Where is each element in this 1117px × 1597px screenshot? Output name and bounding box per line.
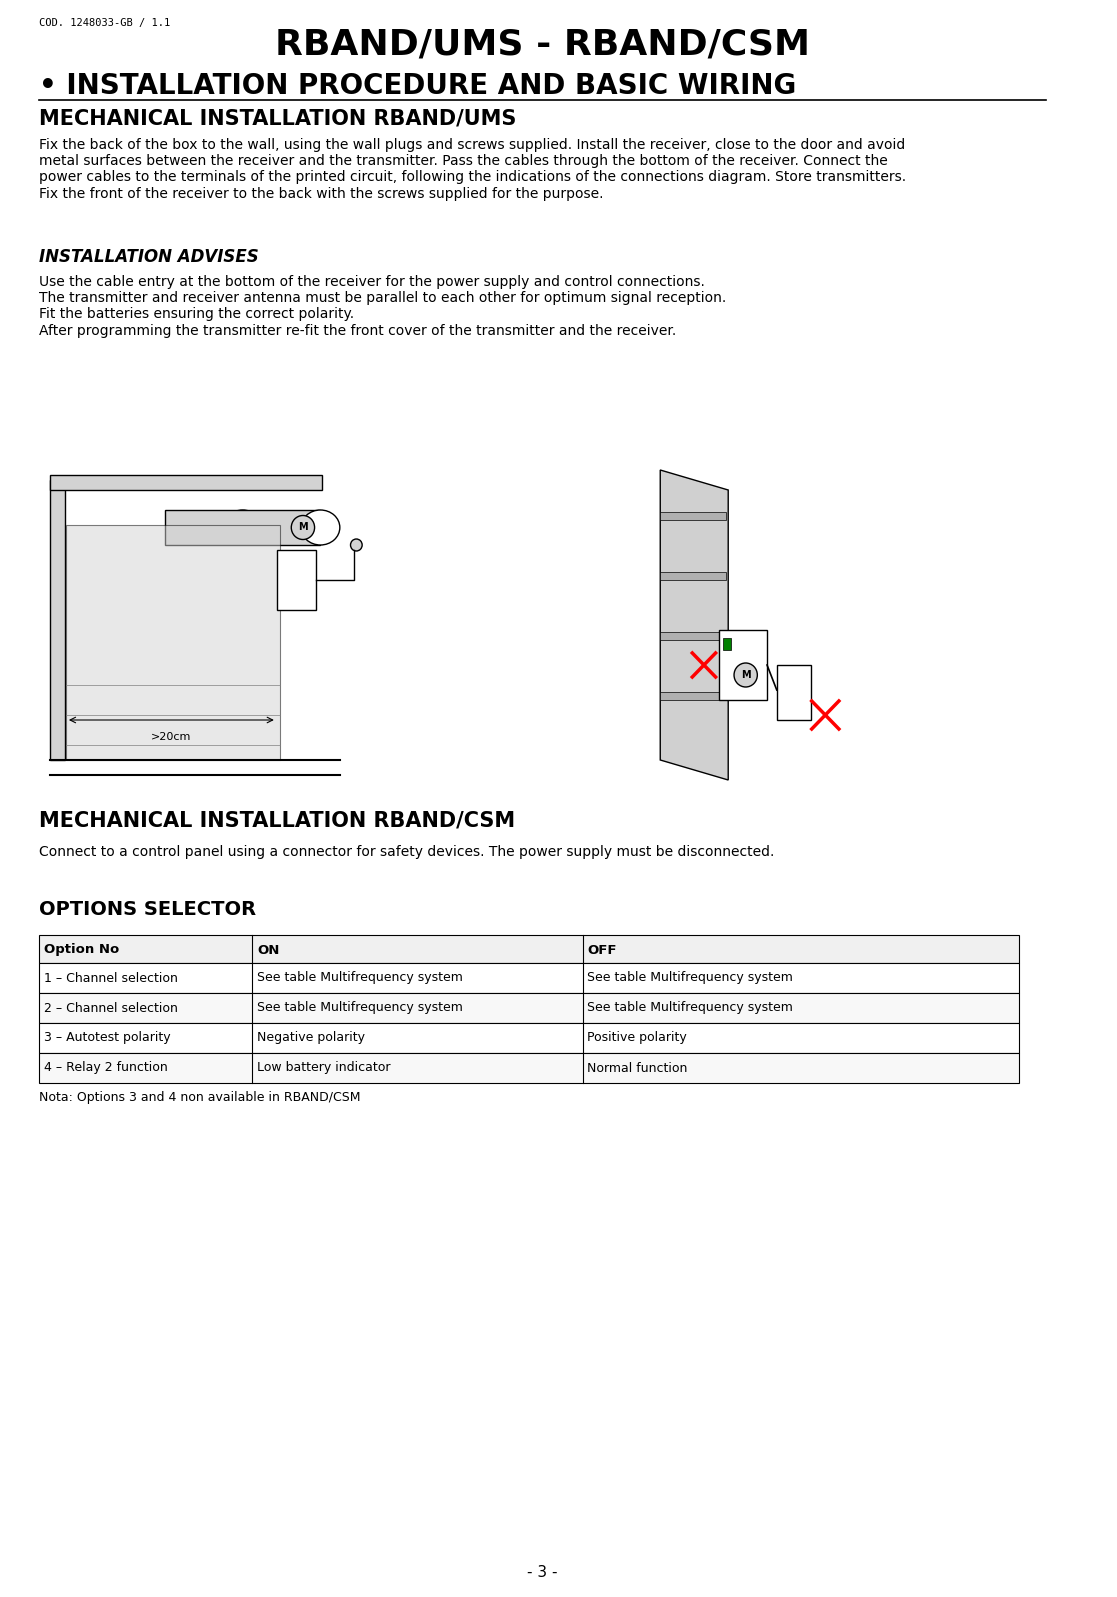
Bar bbox=[39, 963, 1020, 993]
Text: • INSTALLATION PROCEDURE AND BASIC WIRING: • INSTALLATION PROCEDURE AND BASIC WIRIN… bbox=[39, 72, 796, 101]
Bar bbox=[660, 632, 726, 640]
Text: 1 – Channel selection: 1 – Channel selection bbox=[44, 971, 178, 984]
Bar bbox=[50, 474, 323, 490]
Text: - 3 -: - 3 - bbox=[527, 1565, 557, 1579]
Bar bbox=[39, 934, 1020, 963]
Bar bbox=[39, 993, 1020, 1024]
Bar bbox=[724, 637, 732, 650]
Text: Normal function: Normal function bbox=[588, 1062, 688, 1075]
Bar bbox=[39, 1052, 1020, 1083]
Bar bbox=[718, 629, 767, 699]
Bar bbox=[50, 481, 65, 760]
Text: See table Multifrequency system: See table Multifrequency system bbox=[257, 1001, 464, 1014]
Text: ON: ON bbox=[257, 944, 279, 957]
Text: INSTALLATION ADVISES: INSTALLATION ADVISES bbox=[39, 248, 259, 267]
Text: See table Multifrequency system: See table Multifrequency system bbox=[588, 971, 793, 984]
Bar bbox=[660, 692, 726, 699]
Text: Negative polarity: Negative polarity bbox=[257, 1032, 365, 1044]
Text: Nota: Options 3 and 4 non available in RBAND/CSM: Nota: Options 3 and 4 non available in R… bbox=[39, 1091, 361, 1104]
Polygon shape bbox=[660, 470, 728, 779]
Text: RBAND/UMS - RBAND/CSM: RBAND/UMS - RBAND/CSM bbox=[275, 29, 810, 62]
Text: MECHANICAL INSTALLATION RBAND/UMS: MECHANICAL INSTALLATION RBAND/UMS bbox=[39, 109, 516, 128]
Text: Use the cable entry at the bottom of the receiver for the power supply and contr: Use the cable entry at the bottom of the… bbox=[39, 275, 726, 337]
Bar bbox=[776, 664, 811, 720]
Text: >20cm: >20cm bbox=[151, 731, 191, 743]
Text: 4 – Relay 2 function: 4 – Relay 2 function bbox=[44, 1062, 168, 1075]
Bar bbox=[660, 572, 726, 580]
Text: M: M bbox=[741, 671, 751, 680]
Text: 2 – Channel selection: 2 – Channel selection bbox=[44, 1001, 178, 1014]
Text: See table Multifrequency system: See table Multifrequency system bbox=[257, 971, 464, 984]
Text: Option No: Option No bbox=[44, 944, 118, 957]
Text: 3 – Autotest polarity: 3 – Autotest polarity bbox=[44, 1032, 170, 1044]
Text: COD. 1248033-GB / 1.1: COD. 1248033-GB / 1.1 bbox=[39, 18, 170, 29]
Text: MECHANICAL INSTALLATION RBAND/CSM: MECHANICAL INSTALLATION RBAND/CSM bbox=[39, 810, 515, 830]
Bar bbox=[165, 509, 321, 545]
Ellipse shape bbox=[300, 509, 340, 545]
Text: See table Multifrequency system: See table Multifrequency system bbox=[588, 1001, 793, 1014]
Ellipse shape bbox=[223, 509, 262, 545]
Circle shape bbox=[292, 516, 315, 540]
Text: Low battery indicator: Low battery indicator bbox=[257, 1062, 391, 1075]
Text: Connect to a control panel using a connector for safety devices. The power suppl: Connect to a control panel using a conne… bbox=[39, 845, 774, 859]
Bar bbox=[66, 525, 279, 760]
Text: Fix the back of the box to the wall, using the wall plugs and screws supplied. I: Fix the back of the box to the wall, usi… bbox=[39, 137, 906, 201]
Text: M: M bbox=[298, 522, 308, 532]
Bar bbox=[277, 549, 316, 610]
Text: OFF: OFF bbox=[588, 944, 617, 957]
Circle shape bbox=[351, 540, 362, 551]
Bar bbox=[660, 513, 726, 521]
Circle shape bbox=[734, 663, 757, 687]
Bar bbox=[39, 1024, 1020, 1052]
Text: OPTIONS SELECTOR: OPTIONS SELECTOR bbox=[39, 901, 256, 918]
Text: Positive polarity: Positive polarity bbox=[588, 1032, 687, 1044]
